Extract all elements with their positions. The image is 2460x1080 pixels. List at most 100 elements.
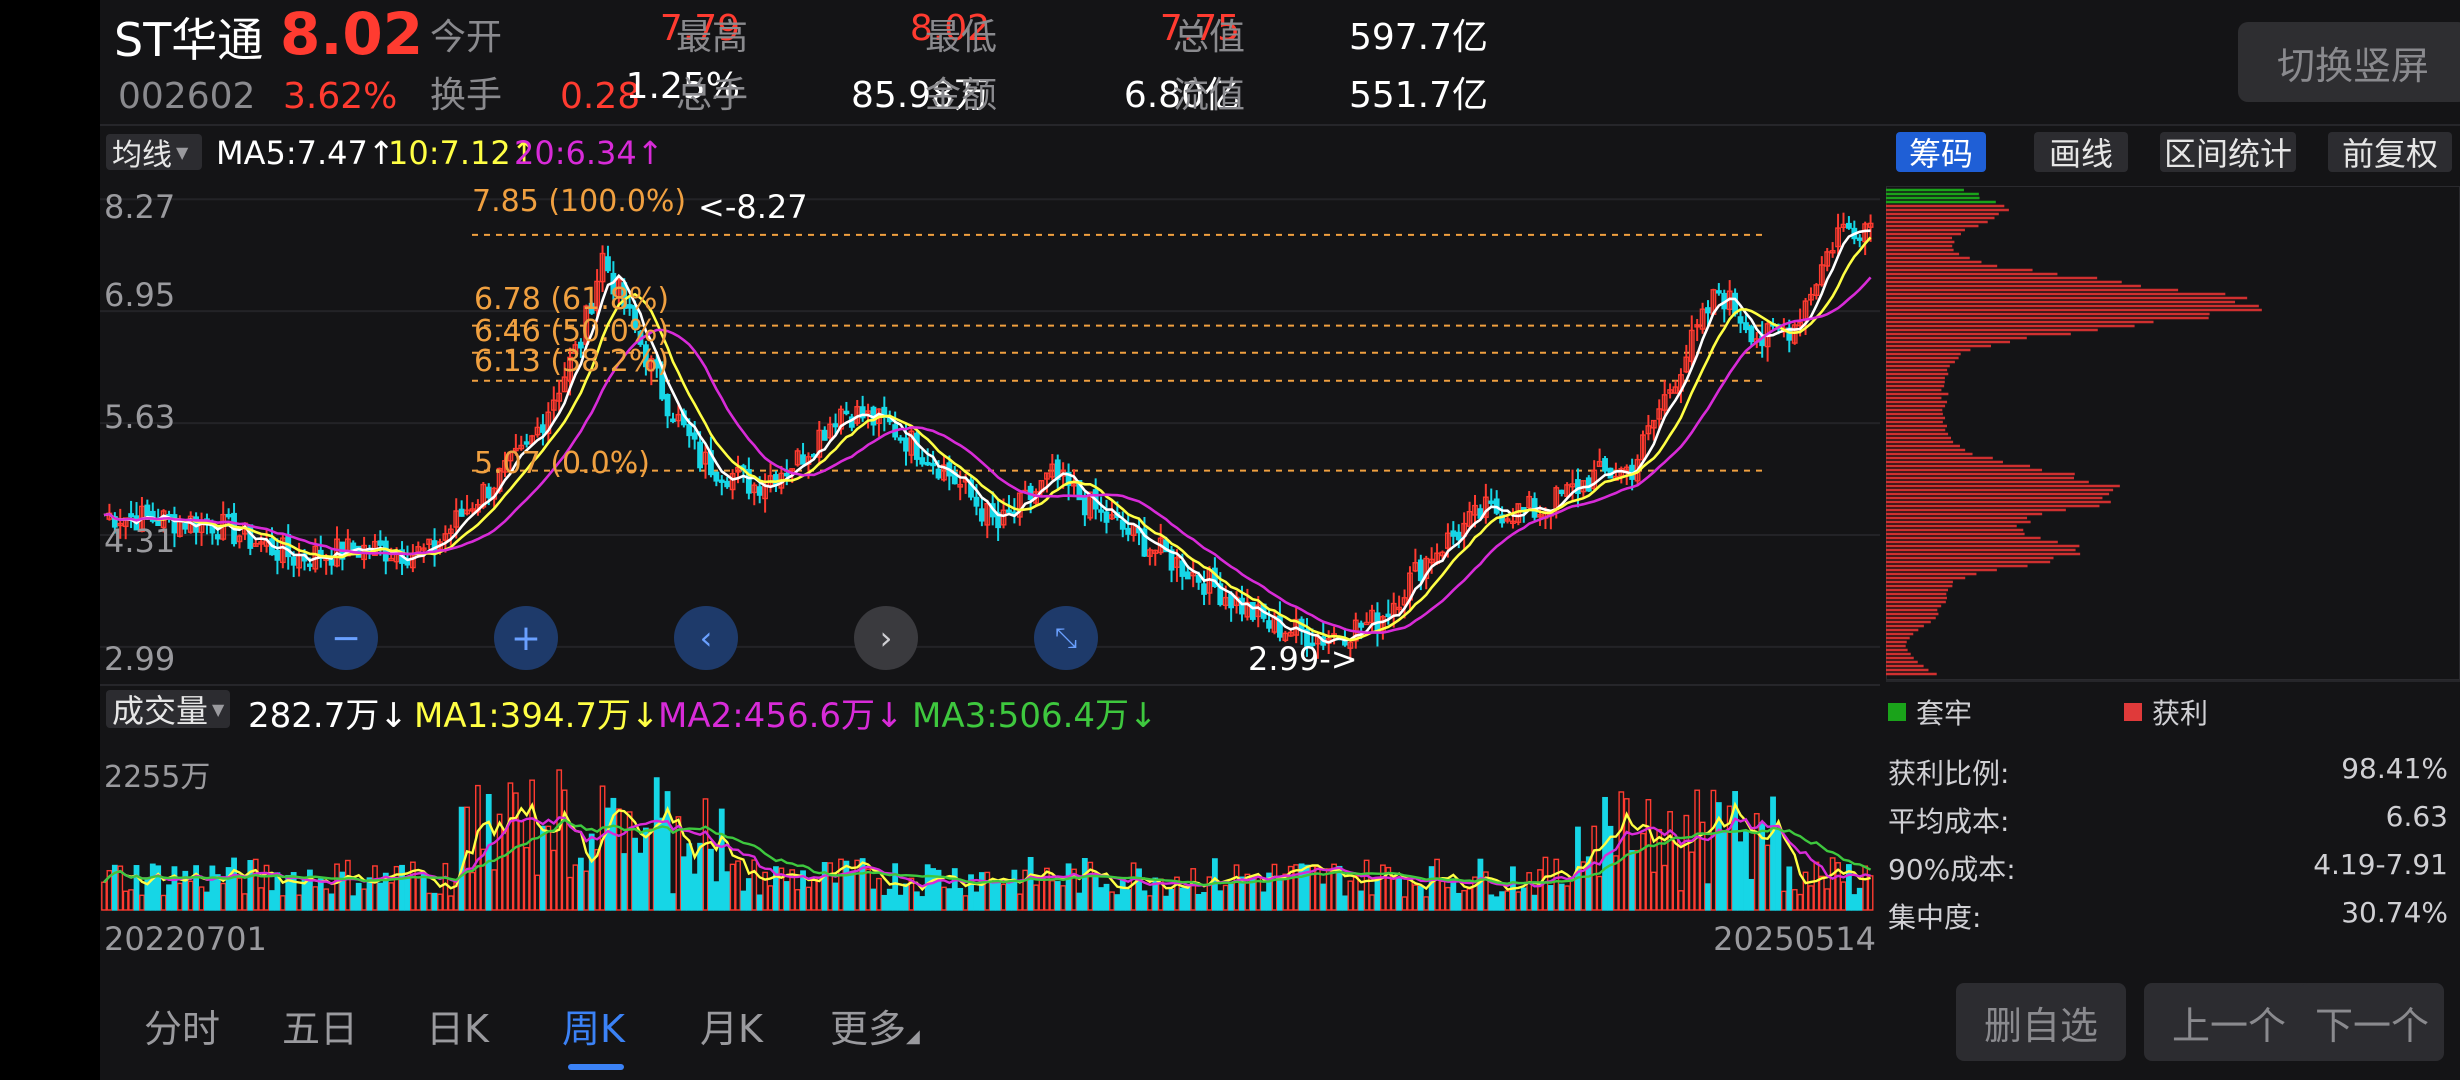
volume-bar [166,884,172,911]
fib-label-382: 6.13 (38.2%) [474,344,670,379]
volume-bar [1634,849,1641,911]
tab-more[interactable]: 更多◢ [830,998,920,1053]
volume-bar [1445,886,1451,911]
ma20-line [103,276,1872,635]
candle-body [1450,530,1457,537]
candle-body [1071,482,1077,487]
volume-bar [1298,863,1305,911]
candle-body [1347,641,1354,649]
volume-bar [1612,855,1619,911]
volume-bar [832,882,839,911]
volume-bar [821,862,828,911]
tab-range-stats[interactable]: 区间统计 [2160,132,2296,173]
next-stock-button[interactable]: 下一个 [2300,983,2444,1061]
volume-bar [1813,861,1820,911]
volume-bar [870,888,877,911]
collapse-button[interactable]: ⤡ [1034,606,1098,670]
candle-body [1472,504,1478,516]
candle-body [1504,518,1511,522]
candle-body [605,256,611,272]
volume-chart[interactable] [100,734,1880,912]
tab-five-day[interactable]: 五日 [282,1007,359,1051]
zoom-in-button[interactable]: + [494,606,558,670]
volume-bar [1098,887,1104,911]
stock-detail-screen: ST华通 8.02 002602 3.62% 0.28 今开 7.79 最高 8… [100,0,2460,1080]
volume-bar [382,872,389,911]
remove-watchlist-button[interactable]: 删自选 [1956,983,2126,1061]
candle-body [930,462,937,467]
zoom-out-button[interactable]: − [314,606,378,670]
candle-body [1824,251,1831,267]
candle-body [545,411,552,435]
candle-body [1277,615,1283,638]
candle-body [1342,640,1348,646]
ma-selector-dropdown[interactable]: 均线 ▼ [106,134,202,173]
volume-bar [886,888,893,911]
volume-bar [393,865,400,911]
candle-body [550,399,557,411]
candle-body [1667,389,1673,394]
switch-portrait-button[interactable]: 切换竖屏 [2238,22,2460,102]
chip-stat-value-avg-cost: 6.63 [2385,800,2448,833]
volume-indicator-dropdown[interactable]: 成交量 ▼ [106,690,231,730]
volume-bar [1092,873,1099,911]
volume-bar [1564,885,1571,911]
tab-chips[interactable]: 筹码 [1896,132,1986,173]
volume-bar [1396,878,1403,911]
candle-body [821,429,828,441]
candle-body [615,278,622,299]
candle-body [995,512,1002,529]
candle-body [984,502,991,526]
volume-bar [344,859,351,911]
previous-stock-button[interactable]: 上一个 [2144,983,2314,1061]
volume-bar [290,872,297,911]
volume-bar [675,816,682,911]
stock-price: 8.02 [280,0,424,68]
fib-label-618: 6.78 (61.8%) [474,282,670,317]
volume-bar [919,896,926,911]
candlestick-chart[interactable] [100,178,1880,684]
candle-body [800,454,806,465]
volume-bar [989,880,996,911]
volume-bar [1195,893,1202,911]
tab-intraday[interactable]: 分时 [144,1007,221,1051]
volume-bar [1174,876,1180,911]
volume-bar [1515,891,1522,911]
candle-body [567,356,573,382]
candle-body [664,394,671,417]
volume-bar [962,895,969,911]
volume-bar [1222,884,1229,911]
volume-bar [1390,877,1397,911]
volume-bar [437,893,443,911]
volume-bar [642,827,649,911]
candle-body [1856,237,1863,241]
tab-daily-k[interactable]: 日K [426,1007,489,1051]
chip-stat-value-profit-ratio: 98.41% [2341,752,2448,785]
scroll-right-button[interactable]: › [854,606,918,670]
fib-label-100: 7.85 (100.0%) [472,184,687,219]
volume-bar [1824,888,1831,911]
tab-draw[interactable]: 画线 [2034,132,2128,173]
tab-weekly-k[interactable]: 周K [562,1007,625,1051]
volume-bar [122,890,129,911]
volume-bar [1688,851,1695,911]
volume-bar [502,829,508,911]
candle-body [973,496,980,507]
candle-body [1661,394,1668,411]
dropdown-caret-icon: ▼ [212,699,225,719]
tab-monthly-k[interactable]: 月K [700,1007,763,1051]
volume-bar [745,878,752,911]
candle-body [697,441,703,469]
volume-bar [773,866,779,911]
tab-forward-adjust[interactable]: 前复权 [2328,132,2452,173]
volume-bar [1217,890,1224,911]
scroll-left-button[interactable]: ‹ [674,606,738,670]
candle-body [1439,551,1446,557]
candle-body [507,451,514,462]
volume-bar [789,869,796,911]
volume-bar [978,872,985,911]
chip-stat-label-concentration: 集中度: [1888,901,1982,934]
candle-body [236,535,243,543]
stock-name: ST华通 [114,13,264,67]
volume-bar [550,849,557,911]
